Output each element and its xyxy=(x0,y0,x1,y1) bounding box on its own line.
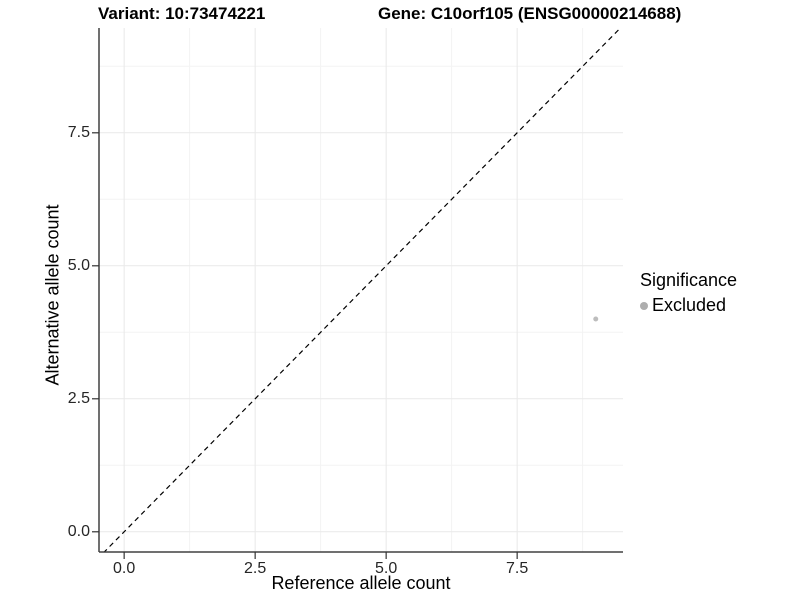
y-tick-label: 2.5 xyxy=(67,389,90,407)
y-tick-label: 5.0 xyxy=(67,256,90,274)
x-tick-label: 7.5 xyxy=(506,560,529,577)
y-tick-label: 0.0 xyxy=(67,522,90,540)
y-tick-label: 7.5 xyxy=(67,123,90,141)
plot-title-gene: Gene: C10orf105 (ENSG00000214688) xyxy=(378,4,682,23)
identity-dashed-line xyxy=(103,28,622,552)
x-tick-label: 5.0 xyxy=(375,560,398,577)
legend-entry-excluded: Excluded xyxy=(640,295,737,316)
x-axis-title: Reference allele count xyxy=(271,573,451,593)
plot-title-variant: Variant: 10:73474221 xyxy=(98,4,266,23)
x-tick-label: 0.0 xyxy=(113,560,136,577)
legend-title: Significance xyxy=(640,270,738,290)
legend: Significance Excluded xyxy=(640,270,737,316)
legend-point-icon xyxy=(640,301,648,310)
y-axis-title: Alternative allele count xyxy=(42,204,63,386)
x-tick-label: 2.5 xyxy=(244,560,267,577)
legend-entry-label: Excluded xyxy=(652,295,727,315)
data-point xyxy=(593,316,599,322)
